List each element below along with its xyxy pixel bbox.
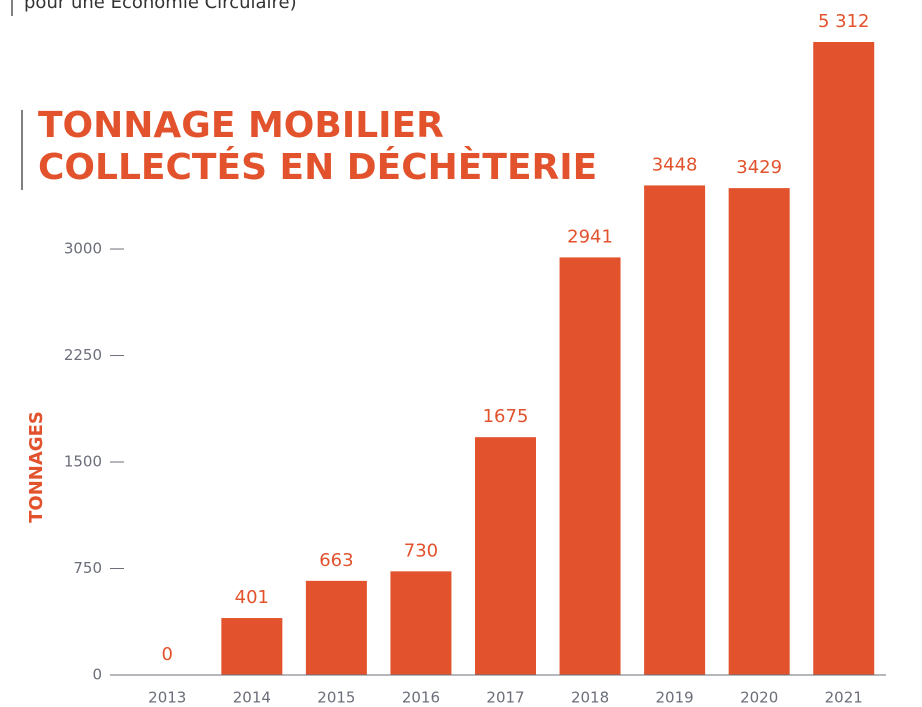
bar <box>475 437 536 675</box>
value-label: 401 <box>235 587 269 608</box>
x-tick-label: 2014 <box>233 689 271 707</box>
value-label: 3448 <box>652 154 698 175</box>
value-label: 730 <box>404 540 438 561</box>
x-tick-label: 2021 <box>825 689 863 707</box>
y-tick-label: 1500 <box>64 453 102 471</box>
chart-title: TONNAGE MOBILIER <box>38 105 444 146</box>
value-label: 5 312 <box>818 11 870 32</box>
value-label: 0 <box>162 644 173 665</box>
x-tick-label: 2018 <box>571 689 609 707</box>
bar <box>559 257 621 675</box>
bar <box>728 188 790 676</box>
x-tick-label: 2015 <box>317 689 355 707</box>
y-tick-label: 750 <box>73 559 102 577</box>
y-tick-label: 3000 <box>64 240 102 258</box>
header-note: pour une Économie Circulaire) <box>24 0 297 13</box>
bar <box>644 185 706 675</box>
bar <box>390 571 452 675</box>
value-label: 663 <box>319 550 353 571</box>
y-tick-label: 2250 <box>64 346 102 364</box>
y-tick-label: 0 <box>92 666 102 684</box>
value-label: 1675 <box>483 406 529 427</box>
bar <box>221 618 283 675</box>
bar <box>813 42 875 676</box>
x-tick-label: 2017 <box>486 689 524 707</box>
value-label: 2941 <box>567 226 613 247</box>
y-axis-label: TONNAGES <box>26 411 47 523</box>
x-tick-label: 2019 <box>656 689 694 707</box>
bar <box>305 580 367 675</box>
chart-title: COLLECTÉS EN DÉCHÈTERIE <box>38 146 597 188</box>
value-label: 3429 <box>736 157 782 178</box>
x-tick-label: 2020 <box>740 689 778 707</box>
x-tick-label: 2013 <box>148 689 186 707</box>
x-tick-label: 2016 <box>402 689 440 707</box>
bars <box>221 42 875 676</box>
